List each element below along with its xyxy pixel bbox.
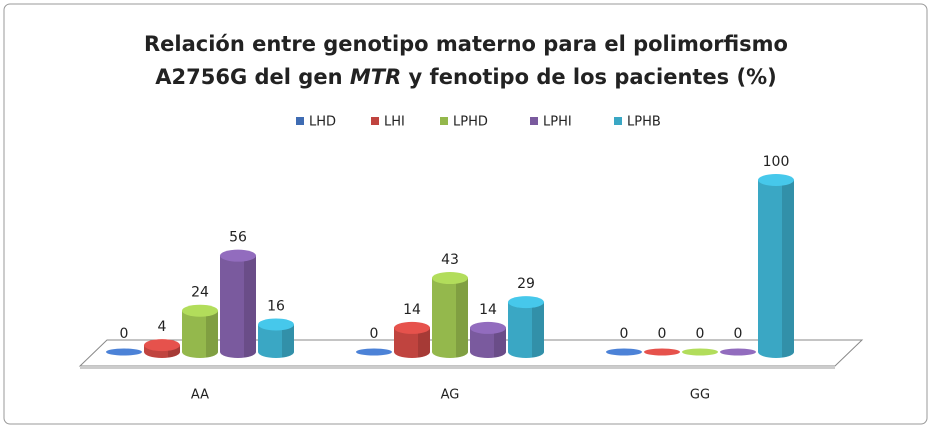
bar [106, 348, 142, 356]
data-label: 0 [370, 326, 379, 342]
data-label: 24 [191, 285, 209, 301]
data-label: 0 [696, 326, 705, 342]
bar-top [682, 348, 718, 356]
legend-swatch [530, 117, 538, 125]
bar-top [720, 348, 756, 356]
bar-shade [418, 327, 430, 358]
legend-label: LPHB [627, 115, 661, 130]
data-label: 14 [479, 302, 497, 318]
legend-swatch [371, 117, 379, 125]
title-segment: y fenotipo de los pacientes (%) [401, 65, 776, 89]
bar-top [394, 321, 430, 334]
x-tick-label: AA [191, 388, 209, 403]
floor-edge [80, 366, 835, 369]
bar [682, 348, 718, 356]
chart-title: Relación entre genotipo materno para el … [144, 32, 788, 56]
bar-shade [532, 302, 544, 358]
legend-swatch [296, 117, 304, 125]
data-label: 56 [229, 230, 247, 246]
data-label: 14 [403, 302, 421, 318]
bar-shade [782, 180, 794, 358]
bar-top [470, 321, 506, 334]
legend-label: LHI [384, 115, 405, 130]
bar-shade [494, 327, 506, 358]
bar-top [144, 339, 180, 352]
bar [720, 348, 756, 356]
bar [394, 321, 430, 358]
bar [356, 348, 392, 356]
bar-shade [456, 278, 468, 358]
chart-title: A2756G del gen MTR y fenotipo de los pac… [155, 65, 776, 89]
legend-label: LPHD [453, 115, 488, 130]
bar-top [508, 296, 544, 309]
bar-top [432, 272, 468, 285]
bar [220, 249, 256, 358]
bar-top [606, 348, 642, 356]
bar-top [356, 348, 392, 356]
data-label: 0 [120, 326, 129, 342]
bar [644, 348, 680, 356]
bar [470, 321, 506, 358]
data-label: 29 [517, 276, 535, 292]
data-label: 100 [763, 154, 790, 170]
bar [606, 348, 642, 356]
legend-swatch [614, 117, 622, 125]
bar-top [644, 348, 680, 356]
bar-top [758, 174, 794, 186]
data-label: 0 [734, 326, 743, 342]
legend-swatch [440, 117, 448, 125]
bar [432, 272, 468, 358]
data-label: 43 [441, 252, 459, 268]
bar [508, 296, 544, 358]
bar-top [106, 348, 142, 356]
bar [758, 174, 794, 358]
bar-shade [282, 324, 294, 358]
data-label: 0 [620, 326, 629, 342]
bar-shade [244, 255, 256, 358]
bar-top [258, 318, 294, 331]
legend-label: LPHI [543, 115, 572, 130]
title-segment: A2756G del gen [155, 65, 350, 89]
bar [144, 339, 180, 358]
data-label: 0 [658, 326, 667, 342]
data-label: 4 [158, 319, 167, 335]
x-tick-label: GG [690, 388, 710, 403]
bar-top [182, 304, 218, 317]
title-segment: Relación entre genotipo materno para el … [144, 32, 788, 56]
bar-shade [206, 310, 218, 358]
data-label: 16 [267, 298, 285, 314]
title-segment: MTR [350, 65, 401, 89]
legend-label: LHD [309, 115, 336, 130]
bar-top [220, 249, 256, 262]
bar [258, 318, 294, 358]
x-tick-label: AG [441, 388, 460, 403]
bar [182, 304, 218, 358]
